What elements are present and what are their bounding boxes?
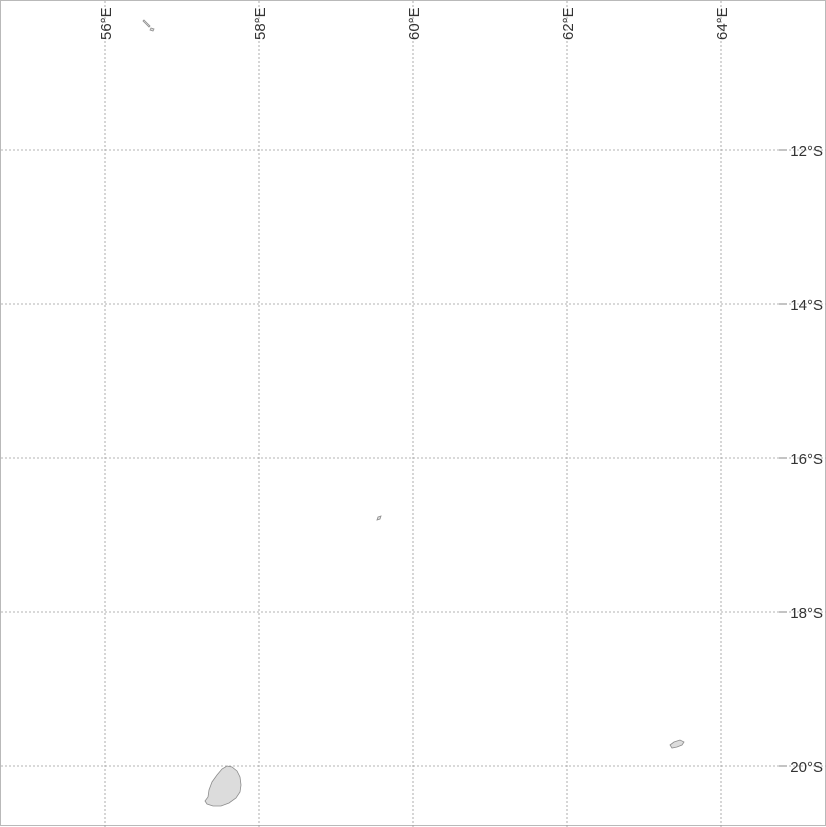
rodrigues-island[interactable] xyxy=(669,739,685,749)
lon-label-64e: 64°E xyxy=(714,7,731,40)
lon-label-60e: 60°E xyxy=(406,7,423,40)
lon-label-58e: 58°E xyxy=(252,7,269,40)
agalega-island-north[interactable] xyxy=(142,19,151,28)
land-features xyxy=(142,19,685,807)
cargados-carajos-shoals[interactable] xyxy=(376,515,382,521)
lat-label-20s: 20°S xyxy=(790,759,823,776)
lon-label-56e: 56°E xyxy=(98,7,115,40)
latitude-labels: 12°S 14°S 16°S 18°S 20°S xyxy=(790,143,823,776)
lat-ticks xyxy=(779,149,787,767)
lat-label-14s: 14°S xyxy=(790,297,823,314)
lat-label-12s: 12°S xyxy=(790,143,823,160)
mauritius-island[interactable] xyxy=(204,765,242,807)
lon-label-62e: 62°E xyxy=(560,7,577,40)
lat-label-18s: 18°S xyxy=(790,605,823,622)
longitude-labels: 56°E 58°E 60°E 62°E 64°E xyxy=(98,7,731,40)
lat-label-16s: 16°S xyxy=(790,451,823,468)
agalega-island-south[interactable] xyxy=(149,27,155,32)
